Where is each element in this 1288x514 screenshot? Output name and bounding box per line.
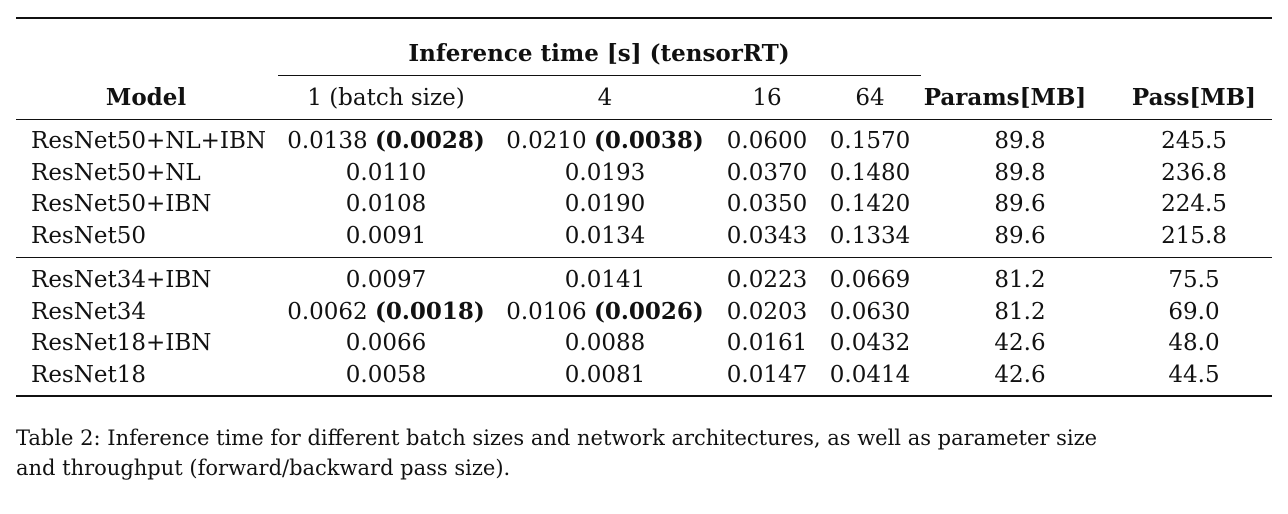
cell-pass: 75.5 [1168, 267, 1220, 293]
cell-model: ResNet18 [31, 361, 146, 388]
cell-params: 89.8 [994, 159, 1046, 186]
cell-batch-4-value: 0.0088 [564, 330, 646, 356]
cell-pass: 48.0 [1168, 330, 1220, 356]
cell-batch-4-value: 0.0134 [564, 222, 646, 249]
cell-pass: 224.5 [1161, 191, 1227, 217]
cell-batch-4: 0.0210 (0.0038) [506, 127, 704, 155]
cell-batch-1: 0.0091 [346, 222, 426, 250]
cell-batch-4-value: 0.0210 [506, 128, 587, 154]
cell-batch-1: 0.0097 [346, 266, 426, 294]
cell-batch-4: 0.0190 [565, 190, 645, 218]
col-header-model: Model [105, 84, 187, 111]
cell-batch-1-value: 0.0058 [345, 361, 427, 388]
group-separator-rule [16, 257, 1272, 258]
cell-batch-16: 0.0161 [726, 330, 808, 356]
cell-batch-4-value: 0.0081 [564, 361, 646, 388]
cell-batch-1: 0.0138 (0.0028) [287, 127, 485, 155]
cell-batch-4-value: 0.0106 [506, 298, 587, 325]
cell-batch-1: 0.0066 [346, 329, 426, 357]
cell-batch-1-value: 0.0091 [345, 222, 427, 249]
cell-batch-1-best-value: (0.0018) [375, 297, 485, 325]
cell-batch-16: 0.0147 [726, 361, 808, 388]
cell-batch-64: 0.1480 [829, 159, 911, 186]
cell-batch-16: 0.0223 [726, 267, 808, 293]
cell-batch-1: 0.0108 [346, 190, 426, 218]
table-bottom-rule [16, 395, 1272, 397]
cell-batch-4: 0.0141 [565, 266, 645, 294]
cell-batch-1-value: 0.0108 [345, 191, 427, 217]
cell-batch-1-best-value: (0.0028) [375, 127, 485, 154]
inference-time-group-header: Inference time [s] (tensorRT) [408, 40, 790, 67]
col-header-batch-16: 16 [752, 85, 782, 111]
cell-pass: 245.5 [1161, 128, 1227, 154]
cell-batch-4-value: 0.0190 [564, 191, 646, 217]
cell-batch-64: 0.0432 [829, 330, 911, 356]
cell-model: ResNet34 [31, 298, 146, 325]
cell-batch-64: 0.0414 [829, 361, 911, 388]
col-header-pass: Pass[MB] [1131, 84, 1257, 111]
col-header-batch-1: 1 (batch size) [307, 85, 465, 111]
cell-batch-1-value: 0.0138 [287, 128, 368, 154]
cell-batch-4-best-value: (0.0038) [594, 127, 704, 154]
cell-batch-1: 0.0110 [346, 159, 426, 187]
cell-batch-16: 0.0350 [726, 191, 808, 217]
cell-model: ResNet50+NL [31, 159, 201, 186]
cell-batch-16: 0.0343 [726, 222, 808, 249]
cell-params: 89.8 [994, 128, 1046, 154]
cell-batch-1-value: 0.0110 [345, 159, 427, 186]
cell-batch-4: 0.0081 [565, 361, 645, 389]
cell-batch-4: 0.0134 [565, 222, 645, 250]
col-header-params: Params[MB] [923, 84, 1087, 111]
table-top-rule [16, 17, 1272, 19]
cell-batch-64: 0.1420 [829, 191, 911, 217]
cell-params: 89.6 [994, 222, 1046, 249]
cell-batch-1: 0.0062 (0.0018) [287, 298, 485, 326]
cell-model: ResNet50 [31, 222, 146, 249]
cell-batch-64: 0.1334 [829, 222, 911, 249]
cell-batch-1-value: 0.0097 [345, 267, 427, 293]
cell-batch-4: 0.0106 (0.0026) [506, 298, 704, 326]
group-header-cmidrule [278, 75, 921, 76]
cell-model: ResNet18+IBN [31, 330, 212, 356]
cell-pass: 215.8 [1161, 222, 1227, 249]
col-header-batch-64: 64 [855, 85, 885, 111]
cell-model: ResNet50+NL+IBN [31, 128, 267, 154]
cell-batch-1: 0.0058 [346, 361, 426, 389]
cell-batch-64: 0.0630 [829, 298, 911, 325]
cell-params: 42.6 [994, 330, 1046, 356]
table-caption: Table 2: Inference time for different ba… [16, 426, 1098, 480]
cell-pass: 69.0 [1168, 298, 1220, 325]
cell-params: 81.2 [994, 298, 1046, 325]
col-header-batch-4: 4 [597, 85, 613, 111]
cell-batch-1-value: 0.0066 [345, 330, 427, 356]
cell-batch-4-value: 0.0141 [564, 267, 646, 293]
cell-batch-16: 0.0203 [726, 298, 808, 325]
cell-batch-4: 0.0193 [565, 159, 645, 187]
cell-model: ResNet50+IBN [31, 191, 212, 217]
cell-batch-1-value: 0.0062 [287, 298, 368, 325]
cell-batch-4: 0.0088 [565, 329, 645, 357]
cell-pass: 44.5 [1168, 361, 1220, 388]
cell-pass: 236.8 [1161, 159, 1227, 186]
cell-params: 89.6 [994, 191, 1046, 217]
cell-batch-64: 0.1570 [829, 128, 911, 154]
cell-batch-64: 0.0669 [829, 267, 911, 293]
cell-batch-4-value: 0.0193 [564, 159, 646, 186]
cell-batch-16: 0.0600 [726, 128, 808, 154]
cell-batch-4-best-value: (0.0026) [594, 297, 704, 325]
cell-batch-16: 0.0370 [726, 159, 808, 186]
header-midrule [16, 119, 1272, 120]
cell-params: 42.6 [994, 361, 1046, 388]
cell-params: 81.2 [994, 267, 1046, 293]
cell-model: ResNet34+IBN [31, 267, 212, 293]
